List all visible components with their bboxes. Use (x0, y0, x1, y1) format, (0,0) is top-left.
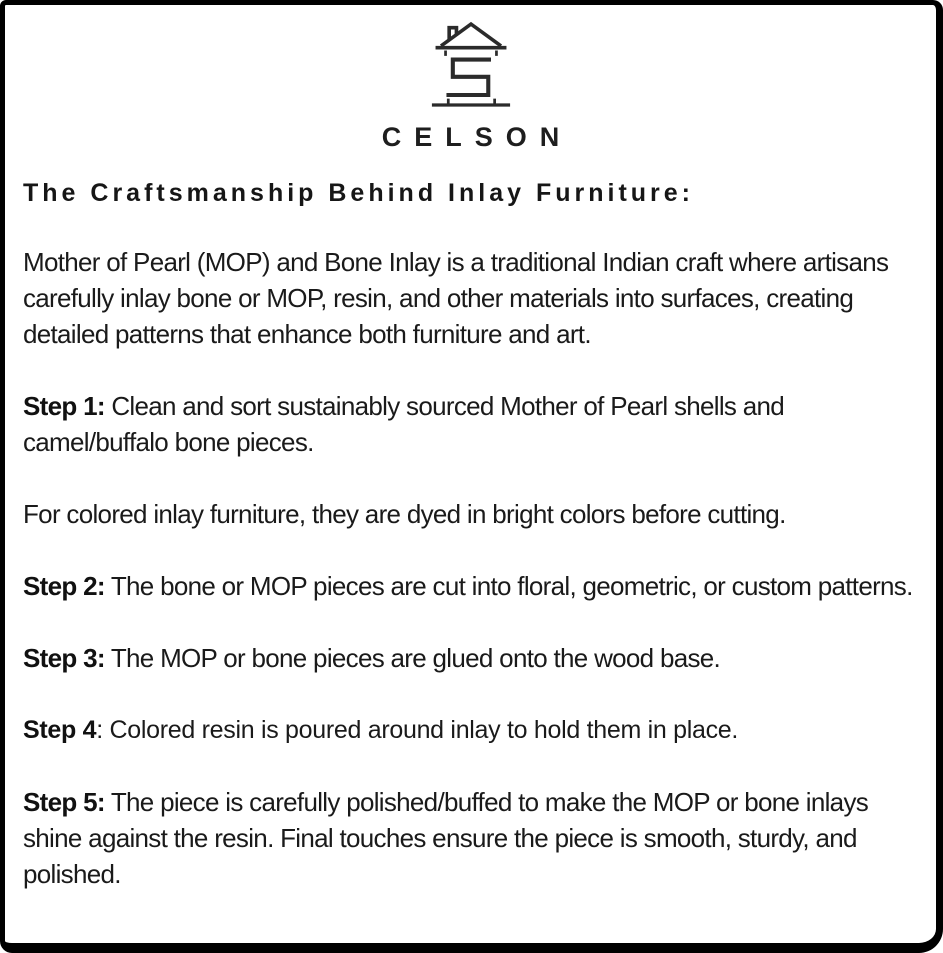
step-4-paragraph: Step 4: Colored resin is poured around i… (23, 712, 918, 748)
intro-paragraph: Mother of Pearl (MOP) and Bone Inlay is … (23, 244, 918, 352)
intro-paragraph-text: Mother of Pearl (MOP) and Bone Inlay is … (23, 247, 889, 349)
step-5-paragraph: Step 5: The piece is carefully polished/… (23, 784, 918, 892)
step-5-text: The piece is carefully polished/buffed t… (23, 787, 869, 889)
step-2-label: Step 2: (23, 571, 105, 601)
step-3-text: The MOP or bone pieces are glued onto th… (104, 643, 721, 673)
page-title: The Craftsmanship Behind Inlay Furniture… (23, 179, 694, 207)
step-3-paragraph: Step 3: The MOP or bone pieces are glued… (23, 640, 918, 676)
step-3-label: Step 3: (23, 643, 105, 673)
step-1-paragraph: Step 1: Clean and sort sustainably sourc… (23, 388, 918, 460)
step-1-label: Step 1: (23, 391, 105, 421)
step-2-paragraph: Step 2: The bone or MOP pieces are cut i… (23, 568, 918, 604)
step-1-text: Clean and sort sustainably sourced Mothe… (23, 391, 785, 457)
colored-inlay-text: For colored inlay furniture, they are dy… (23, 499, 786, 529)
step-4-text: : Colored resin is poured around inlay t… (96, 716, 739, 744)
brand-name: CELSON (381, 122, 573, 152)
brand-logo: CELSON (23, 15, 918, 153)
house-logo-icon (431, 21, 510, 107)
step-4-label: Step 4 (23, 716, 97, 744)
step-5-label: Step 5: (23, 787, 105, 817)
colored-inlay-paragraph: For colored inlay furniture, they are dy… (23, 496, 918, 532)
step-2-text: The bone or MOP pieces are cut into flor… (104, 571, 913, 601)
